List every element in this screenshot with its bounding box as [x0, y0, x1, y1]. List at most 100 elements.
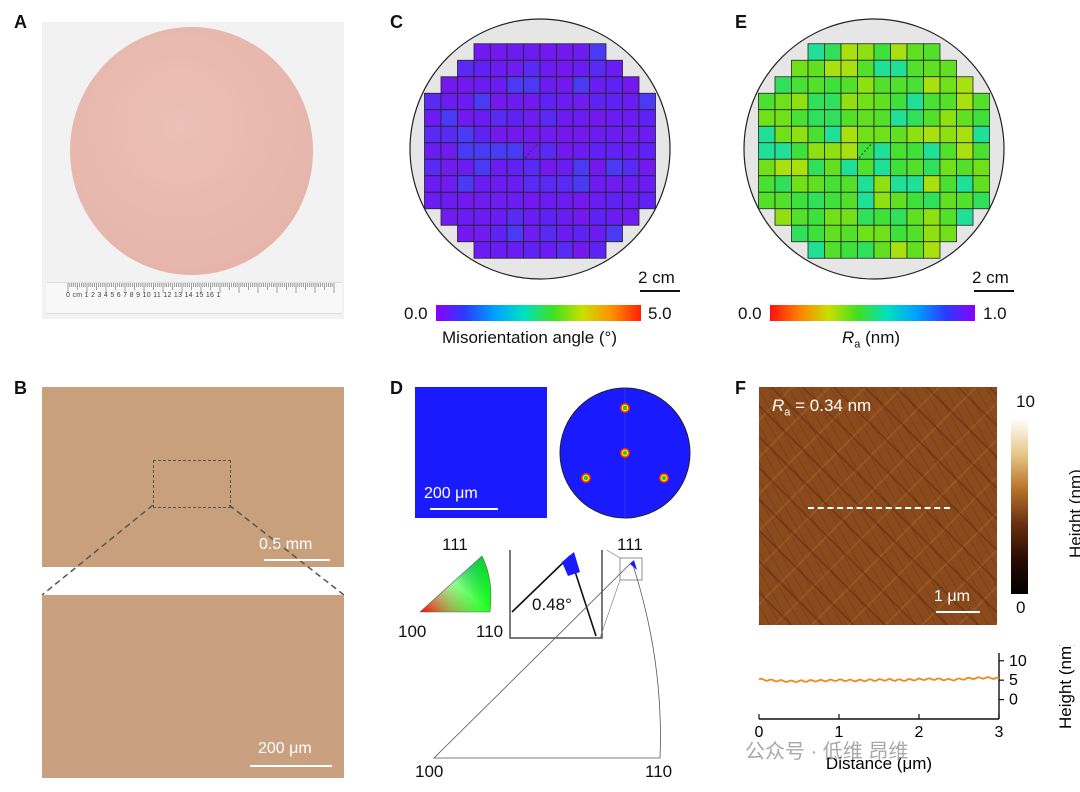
wafer-cell	[923, 125, 941, 144]
wafer-cell	[906, 241, 924, 259]
wafer-cell	[523, 175, 541, 193]
wafer-cell	[956, 191, 974, 210]
wafer-cell	[758, 109, 776, 127]
scalebar-e	[974, 290, 1014, 292]
wafer-cell	[890, 109, 908, 127]
profile-line	[808, 507, 950, 509]
wafer-cell	[890, 92, 908, 111]
wafer-cell	[890, 158, 908, 177]
wafer-cell	[807, 92, 825, 111]
wafer-cell	[774, 76, 792, 94]
wafer-cell	[824, 43, 842, 61]
wafer-cell	[589, 125, 607, 144]
wafer-cell	[490, 109, 508, 127]
wafer-cell	[605, 208, 623, 226]
wafer-cell	[939, 224, 957, 243]
wafer-cell	[490, 224, 508, 243]
ra-annotation: Ra = 0.34 nm	[772, 396, 872, 419]
wafer-cell	[556, 208, 574, 226]
cbar-e-max: 1.0	[983, 304, 1007, 323]
cbar-c-max: 5.0	[648, 304, 672, 323]
wafer-cell	[457, 109, 475, 127]
wafer-cell	[824, 208, 842, 226]
wafer-cell	[473, 142, 491, 160]
wafer-cell	[840, 208, 858, 226]
wafer-cell	[857, 59, 875, 78]
wafer-cell	[556, 241, 574, 259]
wafer-cell	[605, 125, 623, 144]
wafer-cell	[824, 76, 842, 94]
wafer-cell	[873, 76, 891, 94]
wafer-cell	[622, 76, 640, 94]
wafer-cell	[824, 241, 842, 259]
wafer-cell	[424, 158, 442, 177]
wafer-cell	[840, 175, 858, 193]
wafer-cell	[556, 109, 574, 127]
wafer-cell	[923, 241, 941, 259]
wafer-cell	[857, 109, 875, 127]
wafer-cell	[506, 92, 524, 111]
wafer-cell	[906, 109, 924, 127]
ipf-big-111: 111	[617, 535, 643, 554]
wafer-cell	[791, 175, 809, 193]
wafer-cell	[807, 109, 825, 127]
ebsd-map	[415, 387, 547, 518]
wafer-cell	[490, 175, 508, 193]
wafer-cell	[857, 43, 875, 61]
wafer-cell	[824, 59, 842, 78]
wafer-cell	[956, 158, 974, 177]
wafer-cell	[873, 109, 891, 127]
scalebar-c	[640, 290, 680, 292]
wafer-cell	[589, 191, 607, 210]
wafer-cell	[605, 76, 623, 94]
wafer-cell	[605, 92, 623, 111]
wafer-cell	[791, 92, 809, 111]
wafer-cell	[906, 59, 924, 78]
wafer-cell	[556, 59, 574, 78]
wafer-cell	[774, 125, 792, 144]
wafer-cell	[840, 158, 858, 177]
wafer-cell	[638, 125, 656, 144]
wafer-cell	[473, 175, 491, 193]
wafer-cell	[506, 76, 524, 94]
wafer-cell	[807, 158, 825, 177]
wafer-cell	[490, 76, 508, 94]
ipf-key-111: 111	[442, 535, 468, 554]
wafer-cell	[873, 92, 891, 111]
wafer-cell	[638, 191, 656, 210]
wafer-cell	[523, 43, 541, 61]
wafer-cell	[490, 43, 508, 61]
wafer-cell	[638, 158, 656, 177]
wafer-cell	[605, 224, 623, 243]
wafer-cell	[774, 92, 792, 111]
wafer-cell	[873, 59, 891, 78]
wafer-cell	[440, 208, 458, 226]
wafer-cell	[923, 208, 941, 226]
wafer-cell	[840, 109, 858, 127]
ipf-diagrams	[419, 550, 661, 759]
wafer-cell	[523, 125, 541, 144]
wafer-cell	[523, 224, 541, 243]
wafer-cell	[939, 208, 957, 226]
scalebar-e-label: 2 cm	[972, 268, 1009, 287]
wafer-cell	[972, 125, 990, 144]
wafer-cell	[807, 175, 825, 193]
wafer-cell	[473, 241, 491, 259]
wafer-cell	[523, 241, 541, 259]
wafer-cell	[506, 125, 524, 144]
zoom-lines	[42, 505, 344, 596]
panel-e-label: E	[735, 12, 748, 32]
wafer-cell	[906, 76, 924, 94]
wafer-cell	[774, 142, 792, 160]
wafer-cell	[572, 43, 590, 61]
scalebar-c-label: 2 cm	[638, 268, 675, 287]
wafer-cell	[840, 142, 858, 160]
wafer-cell	[457, 59, 475, 78]
wafer-cell	[457, 191, 475, 210]
panel-b-label: B	[14, 378, 27, 398]
wafer-cell	[490, 59, 508, 78]
wafer-cell	[857, 241, 875, 259]
wafer-cell	[840, 125, 858, 144]
wafer-cell	[523, 191, 541, 210]
wafer-cell	[539, 142, 557, 160]
